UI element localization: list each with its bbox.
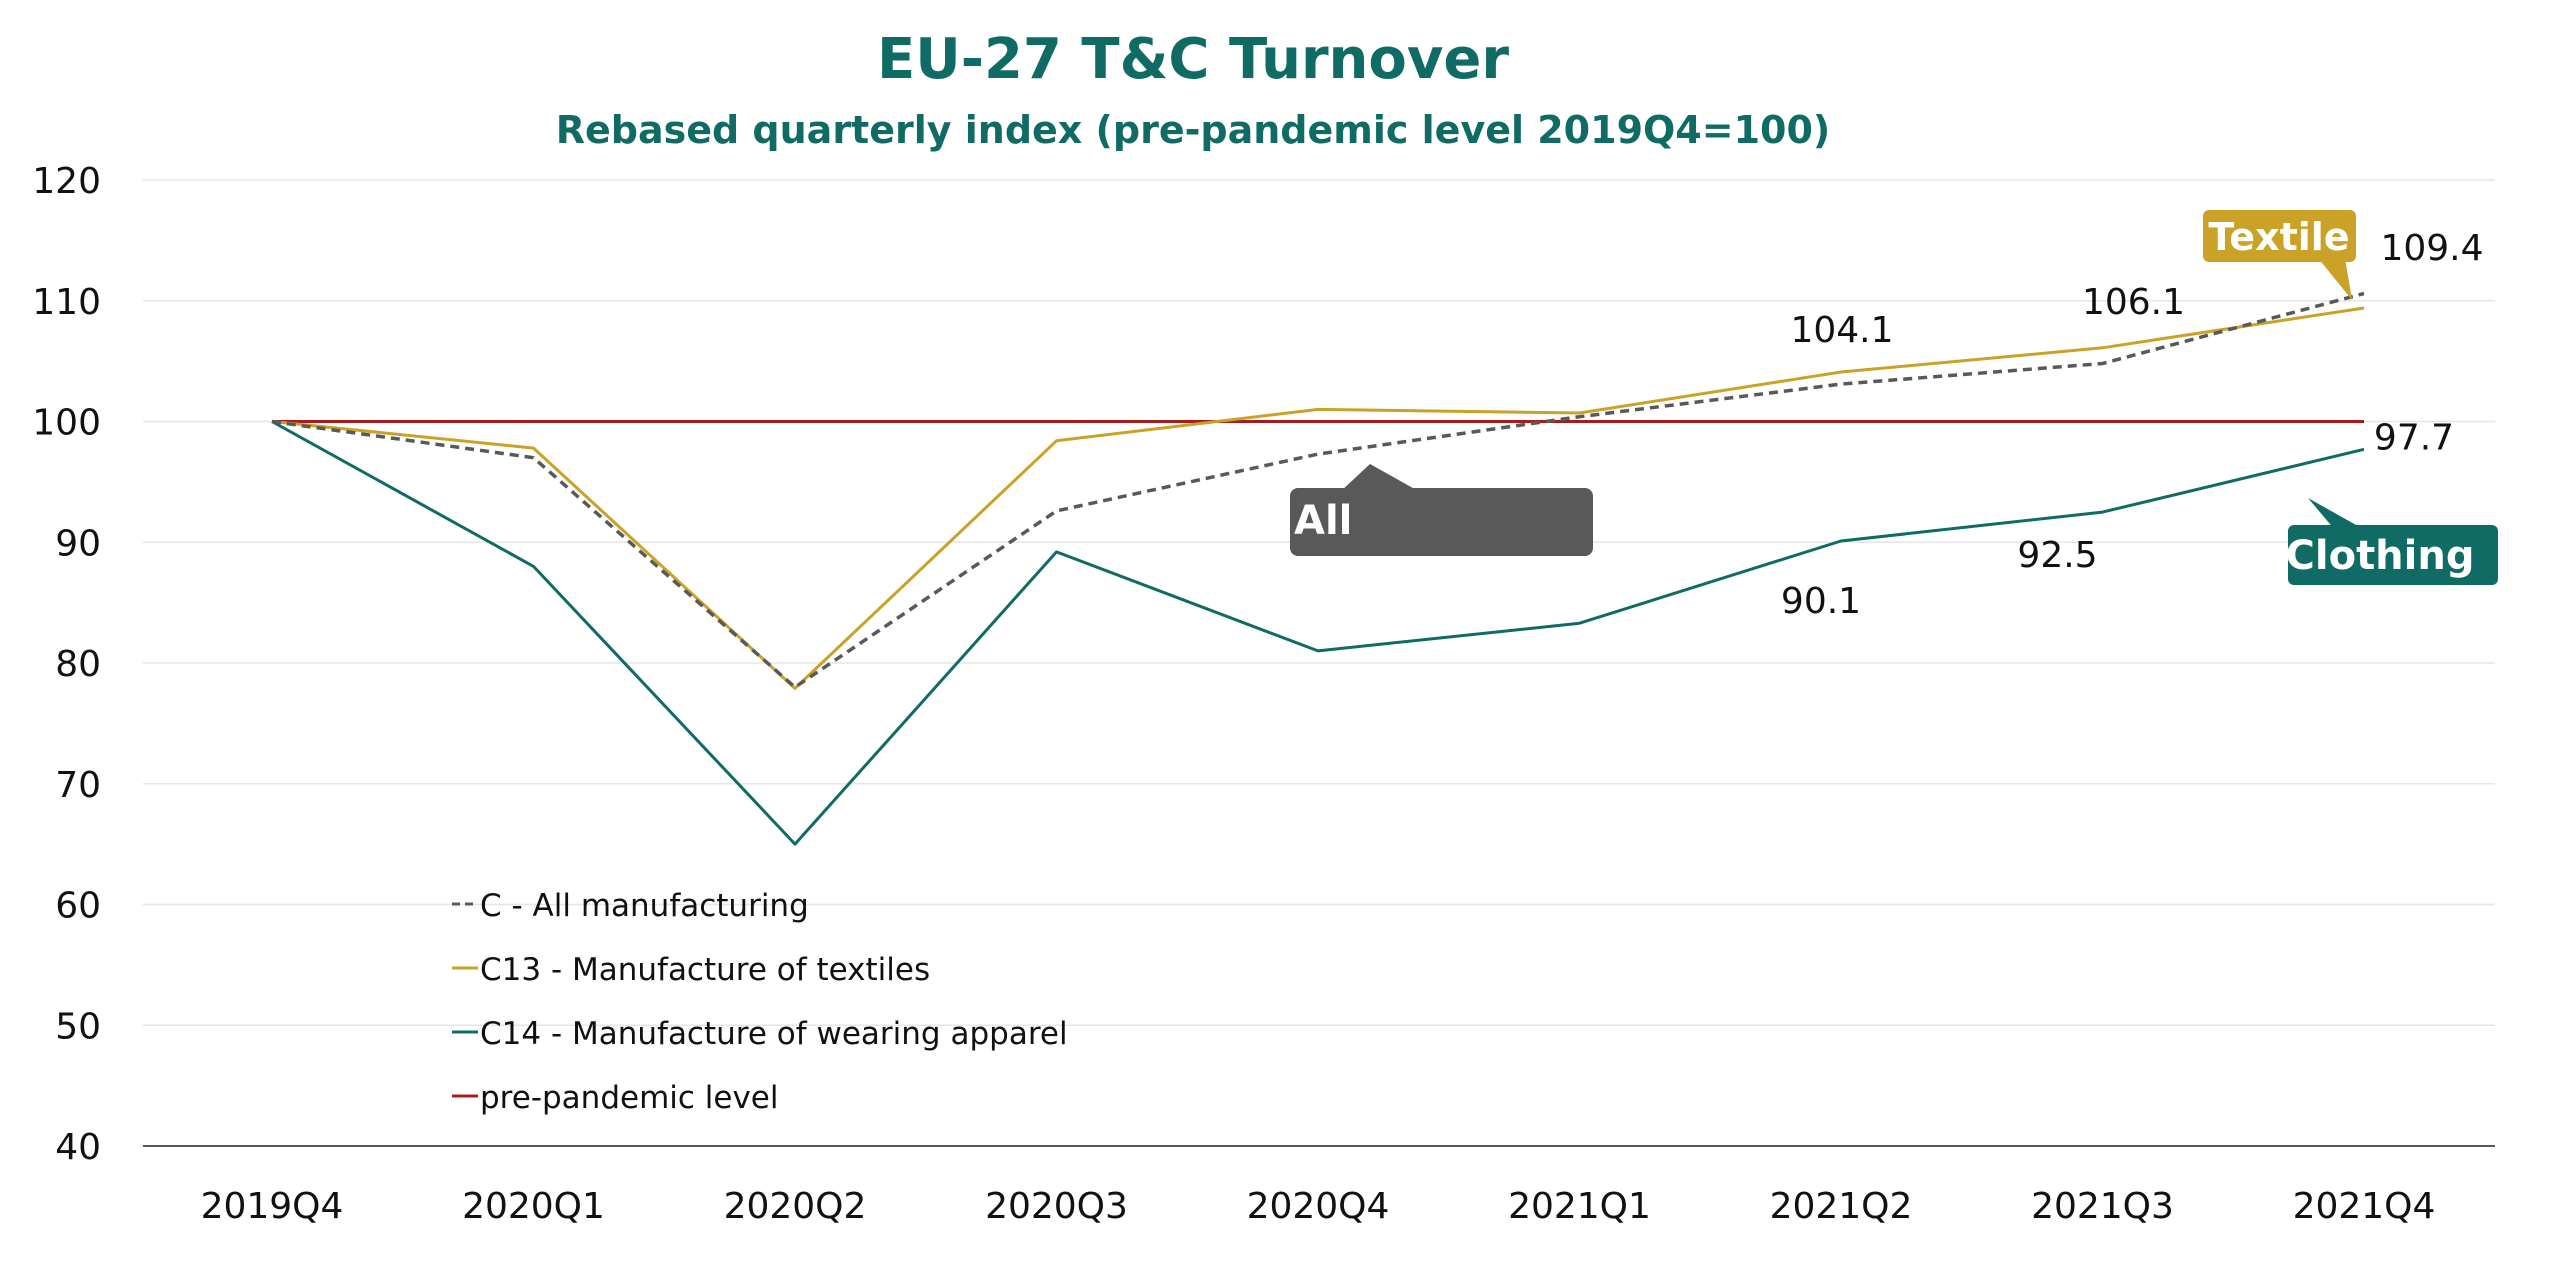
y-tick-label: 50: [55, 1006, 101, 1047]
data-labels: 104.1 106.1 109.4 90.1 92.5 97.7: [1781, 228, 2484, 622]
legend-label: C13 - Manufacture of textiles: [480, 952, 930, 988]
x-axis: 2019Q4 2020Q1 2020Q2 2020Q3 2020Q4 2021Q1 2021…: [201, 1186, 2436, 1227]
legend-label: C14 - Manufacture of wearing apparel: [480, 1016, 1068, 1052]
data-label: 90.1: [1781, 581, 1861, 622]
y-tick-label: 70: [55, 765, 101, 806]
x-tick-label: 2021Q2: [1770, 1186, 1913, 1227]
chart-title: EU-27 T&C Turnover: [877, 27, 1509, 92]
x-tick-label: 2019Q4: [201, 1186, 344, 1227]
callout-pointer-textile: [2318, 258, 2352, 300]
data-label: 97.7: [2374, 417, 2454, 458]
callout-box-all: [1290, 488, 1593, 556]
y-axis: 40 50 60 70 80 90 100 110 120: [32, 161, 101, 1168]
legend-label: pre-pandemic level: [480, 1080, 779, 1116]
data-label: 104.1: [1790, 310, 1893, 351]
x-tick-label: 2021Q1: [1508, 1186, 1651, 1227]
callout-clothing: Clothing: [2286, 533, 2475, 579]
x-tick-label: 2020Q2: [724, 1186, 867, 1227]
y-tick-label: 110: [32, 282, 101, 323]
callout-box-clothing: [2288, 525, 2498, 585]
chart-subtitle: Rebased quarterly index (pre-pandemic le…: [556, 108, 1831, 152]
gridlines: [143, 179, 2495, 1147]
x-tick-label: 2020Q3: [985, 1186, 1128, 1227]
legend: C - All manufacturing C13 - Manufacture o…: [452, 888, 1068, 1116]
y-tick-label: 120: [32, 161, 101, 202]
series-line-0: [271, 291, 2365, 689]
y-tick-label: 40: [55, 1127, 101, 1168]
x-tick-label: 2021Q4: [2293, 1186, 2436, 1227]
callout-pointer-all: [1340, 464, 1420, 492]
x-tick-label: 2020Q4: [1247, 1186, 1390, 1227]
callout-textile: Textile: [2208, 215, 2349, 259]
series-line-2: [271, 420, 2365, 846]
callout-pointer-clothing: [2308, 498, 2365, 530]
x-tick-label: 2021Q3: [2031, 1186, 2174, 1227]
series-lines: [271, 291, 2365, 846]
y-tick-label: 100: [32, 403, 101, 444]
data-label: 106.1: [2082, 282, 2185, 323]
data-label: 109.4: [2380, 228, 2483, 269]
x-tick-label: 2020Q1: [462, 1186, 605, 1227]
y-tick-label: 60: [55, 886, 101, 927]
legend-label: C - All manufacturing: [480, 888, 809, 924]
data-label: 92.5: [2017, 535, 2097, 576]
callouts: Textile Clothing All: [1290, 210, 2498, 585]
callout-box-textile: [2203, 210, 2356, 262]
y-tick-label: 90: [55, 523, 101, 564]
y-tick-label: 80: [55, 644, 101, 685]
callout-all: All: [1294, 498, 1352, 544]
